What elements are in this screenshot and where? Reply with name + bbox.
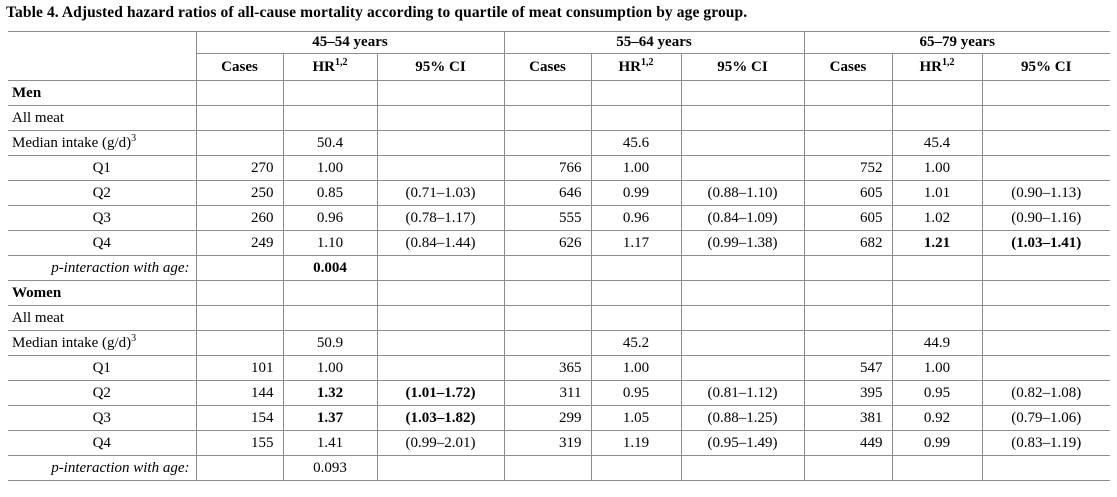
table-row-women-q2: Q2 144 1.32 (1.01–1.72) 311 0.95 (0.81–1… bbox=[8, 380, 1111, 406]
table-row-women-q4: Q4 155 1.41 (0.99–2.01) 319 1.19 (0.95–1… bbox=[8, 430, 1111, 456]
table-row-pinteraction-women: p-interaction with age: 0.093 bbox=[8, 455, 1111, 481]
row-label: Q4 bbox=[8, 430, 197, 456]
table-row-median-men: Median intake (g/d)3 50.4 45.6 45.4 bbox=[8, 130, 1111, 156]
row-label: Q1 bbox=[8, 355, 197, 381]
p-value: 0.004 bbox=[282, 255, 378, 281]
col-header-cases-1: Cases bbox=[196, 53, 284, 81]
row-label: p-interaction with age: bbox=[8, 255, 197, 281]
table-row-all-meat-women: All meat bbox=[8, 305, 1111, 331]
p-value: 0.093 bbox=[282, 455, 378, 481]
col-header-hr-1: HR1,2 bbox=[282, 53, 378, 81]
col-header-hr-3: HR1,2 bbox=[891, 53, 983, 81]
col-group-45-54: 45–54 years bbox=[195, 31, 505, 54]
col-group-65-79: 65–79 years bbox=[803, 31, 1111, 54]
table-row-men: Men bbox=[8, 80, 1111, 106]
table-row-women-q3: Q3 154 1.37 (1.03–1.82) 299 1.05 (0.88–1… bbox=[8, 405, 1111, 431]
col-header-hr-2: HR1,2 bbox=[590, 53, 682, 81]
table-row-men-q4: Q4 249 1.10 (0.84–1.44) 626 1.17 (0.99–1… bbox=[8, 230, 1111, 256]
col-header-ci-1: 95% CI bbox=[376, 53, 505, 81]
median-value: 45.4 bbox=[891, 130, 983, 156]
median-value: 45.2 bbox=[590, 330, 682, 356]
table-row-pinteraction-men: p-interaction with age: 0.004 bbox=[8, 255, 1111, 281]
median-value: 44.9 bbox=[891, 330, 983, 356]
median-value: 50.4 bbox=[282, 130, 378, 156]
row-label: All meat bbox=[8, 105, 197, 131]
col-header-cases-3: Cases bbox=[803, 53, 893, 81]
col-header-ci-2: 95% CI bbox=[680, 53, 805, 81]
row-label: Q3 bbox=[8, 405, 197, 431]
table-row-women: Women bbox=[8, 280, 1111, 306]
col-header-ci-3: 95% CI bbox=[981, 53, 1111, 81]
row-label: Q2 bbox=[8, 180, 197, 206]
table-row-women-q1: Q1 101 1.00 365 1.00 547 1.00 bbox=[8, 355, 1111, 381]
row-label: Median intake (g/d)3 bbox=[8, 130, 197, 156]
col-group-55-64: 55–64 years bbox=[503, 31, 805, 54]
row-label: Q1 bbox=[8, 155, 197, 181]
table-title: Table 4. Adjusted hazard ratios of all-c… bbox=[6, 4, 748, 21]
row-label: All meat bbox=[8, 305, 197, 331]
row-label: Q4 bbox=[8, 230, 197, 256]
header-row-groups: 45–54 years 55–64 years 65–79 years bbox=[8, 31, 1111, 81]
median-value: 45.6 bbox=[590, 130, 682, 156]
corner-cell bbox=[8, 31, 197, 81]
table-row-men-q2: Q2 250 0.85 (0.71–1.03) 646 0.99 (0.88–1… bbox=[8, 180, 1111, 206]
median-value: 50.9 bbox=[282, 330, 378, 356]
table-row-median-women: Median intake (g/d)3 50.9 45.2 44.9 bbox=[8, 330, 1111, 356]
row-label: p-interaction with age: bbox=[8, 455, 197, 481]
col-header-cases-2: Cases bbox=[503, 53, 592, 81]
table-row-men-q1: Q1 270 1.00 766 1.00 752 1.00 bbox=[8, 155, 1111, 181]
row-label: Women bbox=[8, 280, 197, 306]
row-label: Q3 bbox=[8, 205, 197, 231]
hazard-ratio-table: 45–54 years 55–64 years 65–79 years Case… bbox=[8, 31, 1111, 481]
row-label: Q2 bbox=[8, 380, 197, 406]
table-row-all-meat-men: All meat bbox=[8, 105, 1111, 131]
table-row-men-q3: Q3 260 0.96 (0.78–1.17) 555 0.96 (0.84–1… bbox=[8, 205, 1111, 231]
row-label: Men bbox=[8, 80, 197, 106]
row-label: Median intake (g/d)3 bbox=[8, 330, 197, 356]
